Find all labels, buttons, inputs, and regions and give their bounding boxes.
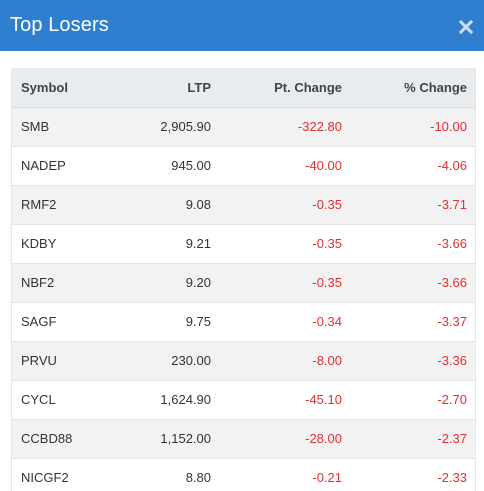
cell-pt-change: -0.34 — [312, 314, 342, 329]
losers-table: Symbol LTP Pt. Change % Change SMB 2,905… — [12, 68, 475, 491]
cell-symbol[interactable]: SAGF — [21, 314, 57, 329]
cell-ltp: 9.75 — [185, 314, 211, 329]
table-row[interactable]: CYCL 1,624.90 -45.10 -2.70 — [12, 380, 475, 419]
cell-pct-change: -3.66 — [437, 275, 467, 290]
cell-pct-change: -2.70 — [437, 392, 467, 407]
cell-pct-change: -3.71 — [437, 197, 467, 212]
header-symbol[interactable]: Symbol — [12, 68, 120, 108]
cell-ltp: 1,152.00 — [160, 431, 211, 446]
cell-symbol[interactable]: CCBD88 — [21, 431, 73, 446]
cell-pt-change: -0.21 — [312, 470, 342, 485]
header-pct-change[interactable]: % Change — [352, 68, 475, 108]
cell-pct-change: -4.06 — [437, 158, 467, 173]
cell-pt-change: -45.10 — [305, 392, 342, 407]
cell-pct-change: -10.00 — [430, 119, 467, 134]
cell-ltp: 9.20 — [185, 275, 211, 290]
table-row[interactable]: PRVU 230.00 -8.00 -3.36 — [12, 341, 475, 380]
cell-pct-change: -3.37 — [437, 314, 467, 329]
cell-symbol[interactable]: NICGF2 — [21, 470, 69, 485]
cell-pt-change: -8.00 — [312, 353, 342, 368]
cell-symbol[interactable]: PRVU — [21, 353, 57, 368]
modal-title: Top Losers — [10, 14, 109, 36]
cell-ltp: 230.00 — [171, 353, 211, 368]
cell-pt-change: -0.35 — [312, 197, 342, 212]
table-row[interactable]: SMB 2,905.90 -322.80 -10.00 — [12, 107, 475, 146]
table-row[interactable]: NICGF2 8.80 -0.21 -2.33 — [12, 458, 475, 491]
table-row[interactable]: RMF2 9.08 -0.35 -3.71 — [12, 185, 475, 224]
cell-pt-change: -40.00 — [305, 158, 342, 173]
cell-ltp: 1,624.90 — [160, 392, 211, 407]
cell-ltp: 9.08 — [185, 197, 211, 212]
table-row[interactable]: CCBD88 1,152.00 -28.00 -2.37 — [12, 419, 475, 458]
modal-header: Top Losers — [0, 0, 484, 51]
cell-symbol[interactable]: NBF2 — [21, 275, 55, 290]
cell-pt-change: -322.80 — [297, 119, 342, 134]
cell-ltp: 9.21 — [185, 236, 211, 251]
losers-table-container: Symbol LTP Pt. Change % Change SMB 2,905… — [11, 68, 476, 491]
cell-pt-change: -28.00 — [305, 431, 342, 446]
cell-pt-change: -0.35 — [312, 236, 342, 251]
cell-pct-change: -3.66 — [437, 236, 467, 251]
table-row[interactable]: NBF2 9.20 -0.35 -3.66 — [12, 263, 475, 302]
cell-pct-change: -2.33 — [437, 470, 467, 485]
cell-symbol[interactable]: SMB — [21, 119, 50, 134]
cell-ltp: 2,905.90 — [160, 119, 211, 134]
cell-pct-change: -2.37 — [437, 431, 467, 446]
close-icon — [459, 19, 473, 34]
cell-ltp: 945.00 — [171, 158, 211, 173]
table-row[interactable]: SAGF 9.75 -0.34 -3.37 — [12, 302, 475, 341]
cell-pt-change: -0.35 — [312, 275, 342, 290]
cell-symbol[interactable]: RMF2 — [21, 197, 57, 212]
table-header-row: Symbol LTP Pt. Change % Change — [12, 68, 475, 108]
cell-ltp: 8.80 — [185, 470, 211, 485]
table-row[interactable]: KDBY 9.21 -0.35 -3.66 — [12, 224, 475, 263]
table-row[interactable]: NADEP 945.00 -40.00 -4.06 — [12, 146, 475, 185]
cell-symbol[interactable]: CYCL — [21, 392, 56, 407]
cell-symbol[interactable]: KDBY — [21, 236, 57, 251]
cell-symbol[interactable]: NADEP — [21, 158, 66, 173]
header-pt-change[interactable]: Pt. Change — [221, 68, 352, 108]
close-button[interactable] — [456, 17, 476, 37]
header-ltp[interactable]: LTP — [120, 68, 221, 108]
cell-pct-change: -3.36 — [437, 353, 467, 368]
